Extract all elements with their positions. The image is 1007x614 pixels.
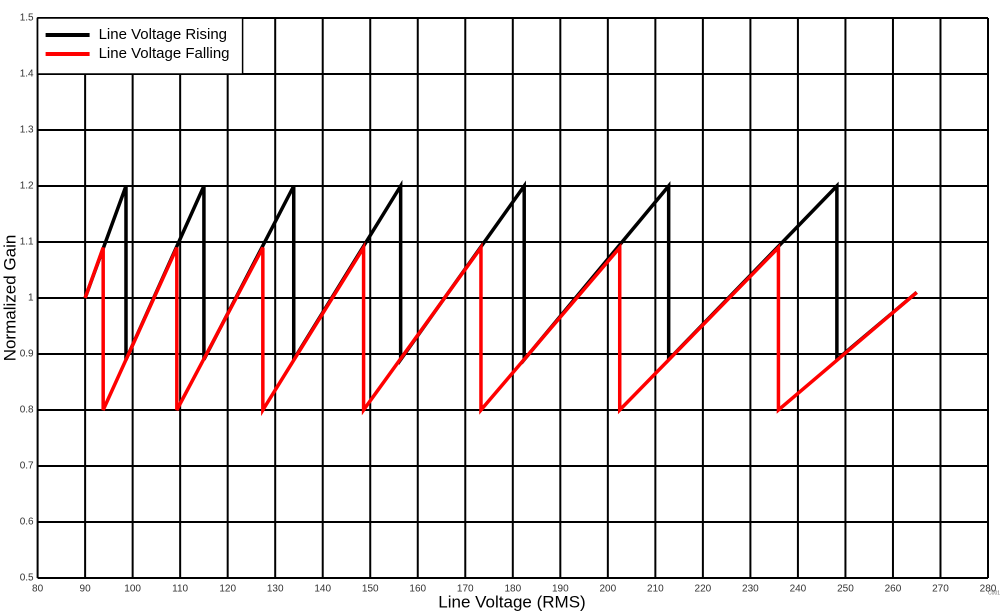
x-tick-label: 80: [32, 584, 44, 595]
x-tick-label: 190: [552, 584, 569, 595]
x-tick-label: 90: [80, 584, 92, 595]
series-line: [83, 241, 918, 417]
legend-box: [36, 17, 244, 75]
chart-note: C001: [988, 590, 1000, 596]
x-tick-label: 210: [647, 584, 664, 595]
x-tick-label: 180: [504, 584, 521, 595]
x-axis-label: Line Voltage (RMS): [438, 592, 585, 611]
y-tick-label: 0.8: [20, 405, 34, 416]
legend-label: Line Voltage Rising: [99, 26, 227, 43]
y-tick-label: 0.7: [20, 461, 34, 472]
x-tick-label: 140: [314, 584, 331, 595]
x-tick-label: 120: [219, 584, 236, 595]
x-tick-label: 160: [409, 584, 426, 595]
legend-label: Line Voltage Falling: [99, 45, 230, 62]
y-tick-label: 1: [28, 293, 34, 304]
x-tick-label: 240: [790, 584, 807, 595]
grid: [36, 17, 989, 579]
y-tick-label: 0.6: [20, 517, 34, 528]
x-tick-label: 100: [124, 584, 141, 595]
y-tick-label: 1.1: [20, 237, 34, 248]
x-tick-label: 150: [362, 584, 379, 595]
legend: Line Voltage Rising Line Voltage Falling: [36, 17, 244, 75]
x-tick-label: 200: [599, 584, 616, 595]
x-tick-label: 130: [267, 584, 284, 595]
y-tick-label: 1.2: [20, 181, 34, 192]
y-tick-label: 1.4: [20, 69, 34, 80]
x-tick-label: 270: [932, 584, 949, 595]
y-tick-label: 0.9: [20, 349, 34, 360]
x-tick-label: 220: [695, 584, 712, 595]
x-tick-label: 250: [837, 584, 854, 595]
x-tick-label: 110: [172, 584, 188, 595]
x-tick-label: 280: [980, 584, 997, 595]
x-tick-label: 170: [457, 584, 474, 595]
x-tick-label: 230: [742, 584, 759, 595]
x-tick-label: 260: [885, 584, 902, 595]
y-tick-label: 1.3: [20, 125, 34, 136]
y-tick-label: 0.5: [20, 573, 34, 584]
series-line: [83, 179, 918, 366]
y-tick-label: 1.5: [20, 13, 34, 24]
y-axis-label: Normalized Gain: [0, 235, 19, 362]
